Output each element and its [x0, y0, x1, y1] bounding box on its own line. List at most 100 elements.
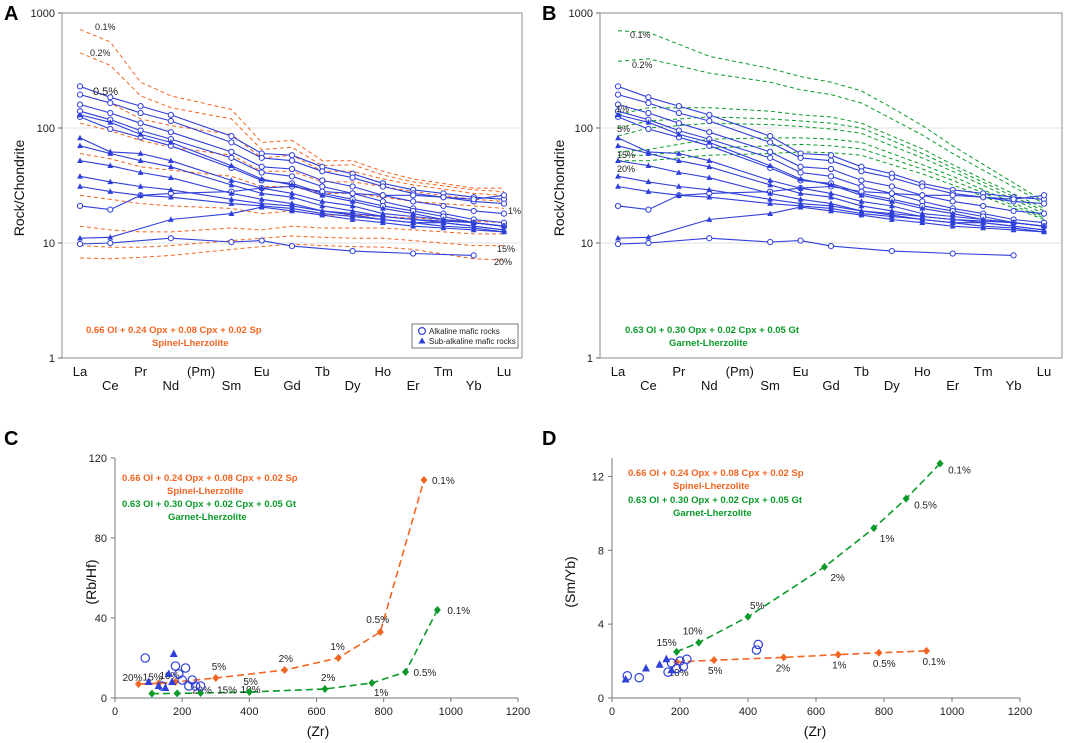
panel-b-subalkaline-point	[645, 234, 652, 240]
panel-d-spinel-melt-label: 2%	[776, 663, 791, 674]
panel-a-subalkaline-point	[107, 188, 114, 194]
panel-c-spinel-name: Spinel-Lherzolite	[167, 486, 244, 497]
panel-c-garnet-melt-label: 15%	[217, 685, 237, 696]
panel-b-alkaline-point	[827, 152, 835, 159]
panel-d-alkaline-point	[753, 639, 763, 650]
panel-c-xtick-label: 800	[374, 706, 392, 718]
panel-d-spinel-model-point	[834, 650, 842, 659]
panel-b-category-label: Sm	[760, 378, 780, 393]
panel-b-alkaline-point	[919, 192, 926, 199]
panel-a-subalkaline-point	[258, 203, 265, 210]
panel-b-alkaline-point	[706, 129, 713, 136]
panel-a-alkaline-point	[228, 139, 235, 146]
panel-a-subalkaline-point	[349, 198, 356, 204]
panel-a-melt-label: 1%	[508, 206, 521, 216]
panel-b-subalkaline-point	[1010, 219, 1017, 226]
panel-a-melt-label: 20%	[494, 257, 512, 267]
panel-c-alkaline-point	[140, 653, 151, 663]
panel-a-subalkaline-point	[167, 157, 174, 163]
panel-d-garnet-model-point	[936, 459, 944, 468]
panel-a-category-label: Ho	[375, 364, 392, 379]
panel-b-alkaline-point	[827, 173, 835, 180]
panel-a-alkaline-point	[410, 192, 417, 199]
panel-b-subalkaline-point	[615, 157, 621, 163]
panel-b-subalkaline-point	[888, 198, 895, 204]
panel-a-alkaline-point	[107, 94, 114, 101]
panel-a-subalkaline-point	[228, 200, 235, 206]
panel-c-xtick-label: 1000	[439, 706, 463, 718]
panel-b-category-label: Eu	[793, 364, 809, 379]
panel-b-alkaline-point	[645, 125, 652, 133]
panel-b-category-label: Lu	[1037, 364, 1051, 379]
panel-b-ytick-label: 100	[575, 123, 593, 135]
panel-a-alkaline-point	[288, 173, 296, 180]
panel-a-subalkaline-point	[379, 205, 386, 211]
panel-a-alkaline-point	[470, 207, 477, 215]
panel-a-ytick-label: 1	[49, 353, 55, 365]
panel-a-subalkaline-point	[289, 194, 295, 200]
panel-a-alkaline-point	[107, 109, 114, 117]
panel-c-subalkaline-point	[169, 649, 178, 657]
panel-c-xtick-label: 1200	[506, 706, 530, 718]
panel-b-alkaline-point	[797, 169, 804, 176]
panel-b-category-label: Tb	[854, 364, 869, 379]
panel-c-garnet-melt-label: 1%	[374, 688, 389, 699]
panel-a-ytick-label: 1000	[31, 8, 55, 20]
panel-d-spinel-model-point	[875, 648, 883, 657]
panel-d-spinel-mixture: 0.66 Ol + 0.24 Opx + 0.08 Cpx + 0.02 Sp	[628, 468, 804, 479]
panel-a-subalkaline-point	[167, 174, 174, 180]
panel-a-alkaline-point	[137, 103, 144, 110]
panel-c-garnet-model-point	[321, 685, 329, 693]
panel-c-garnet-model-point	[197, 689, 205, 697]
panel-d-garnet-name: Garnet-Lherzolite	[673, 508, 752, 519]
panel-c-subalkaline-point	[154, 681, 163, 689]
panel-c-alkaline-point	[195, 681, 206, 691]
panel-d-spinel-melt-label: 10%	[669, 668, 689, 679]
panel-a-alkaline-point	[167, 111, 174, 118]
panel-a-category-label: Ce	[102, 378, 119, 393]
panel-d-spinel-model-point	[780, 653, 788, 662]
panel-a-subalkaline-point	[258, 190, 265, 196]
panel-a-alkaline-point	[107, 125, 114, 133]
panel-b-subalkaline-point	[706, 216, 713, 222]
panel-c-garnet-curve	[151, 609, 439, 695]
panel-b-melt-label: 1%	[616, 104, 629, 114]
panel-a-alkaline-point	[258, 163, 265, 170]
panel-a-alkaline-point	[107, 99, 114, 107]
panel-b-subalkaline-point	[919, 213, 926, 219]
panel-b-alkaline-point	[1010, 196, 1017, 203]
panel-b-alkaline-point	[858, 168, 865, 175]
panel-b-subalkaline-point	[767, 200, 774, 206]
panel-b-subalkaline-point	[645, 178, 652, 185]
panel-a-alkaline-point	[288, 165, 296, 173]
panel-b-alkaline-point	[980, 194, 987, 201]
panel-c-garnet-name: Garnet-Lherzolite	[168, 512, 247, 523]
panel-letter-c: C	[4, 428, 18, 450]
panel-b-subalkaline-point	[675, 150, 682, 156]
panel-c-spinel-model-point	[420, 476, 428, 484]
panel-a-alkaline-point	[228, 148, 235, 155]
panel-b-subalkaline-point	[675, 183, 682, 189]
panel-b-model-curve-10pct	[617, 137, 1045, 217]
panel-b-sample-line	[617, 185, 1045, 231]
panel-d-spinel-melt-label: 1%	[832, 661, 847, 672]
panel-a-subalkaline-point	[107, 150, 114, 156]
panel-b-subalkaline-point	[858, 211, 865, 218]
panel-a-subalkaline-point	[137, 183, 144, 189]
panel-c-ytick-label: 120	[89, 453, 107, 465]
panel-a-melt-label: 0.2%	[90, 48, 111, 58]
panel-b-subalkaline-point	[615, 134, 621, 141]
panel-a-subalkaline-point	[77, 111, 83, 118]
panel-d-xtick-label: 200	[671, 706, 689, 718]
panel-a-category-label: (Pm)	[187, 364, 215, 379]
panel-d-garnet-melt-label: 0.1%	[948, 466, 971, 477]
panel-a-category-label: Er	[407, 378, 421, 393]
panel-d-xtick-label: 1200	[1008, 706, 1032, 718]
panel-a-subalkaline-point	[137, 131, 144, 137]
panel-d-alkaline-point	[751, 645, 762, 655]
panel-d-garnet-model-point	[744, 612, 752, 621]
panel-a-sample-line	[79, 110, 505, 224]
panel-a-subalkaline-point	[107, 119, 114, 125]
panel-a-alkaline-point	[349, 183, 356, 190]
panel-b-category-label: Nd	[701, 378, 718, 393]
